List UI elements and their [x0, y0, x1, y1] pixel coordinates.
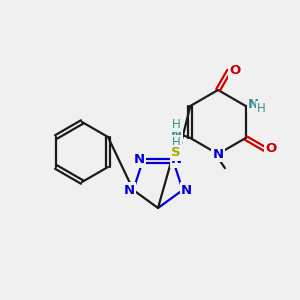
- Text: H: H: [257, 101, 266, 115]
- Text: N: N: [171, 154, 182, 166]
- Text: O: O: [230, 64, 241, 77]
- Text: N: N: [181, 184, 192, 196]
- Text: H: H: [172, 136, 181, 148]
- Text: N: N: [124, 184, 135, 196]
- Text: H: H: [172, 118, 181, 131]
- Text: O: O: [265, 142, 276, 155]
- Text: N: N: [171, 128, 182, 140]
- Text: N: N: [134, 154, 145, 166]
- Text: N: N: [212, 148, 224, 160]
- Text: S: S: [171, 146, 181, 160]
- Text: N: N: [248, 98, 259, 110]
